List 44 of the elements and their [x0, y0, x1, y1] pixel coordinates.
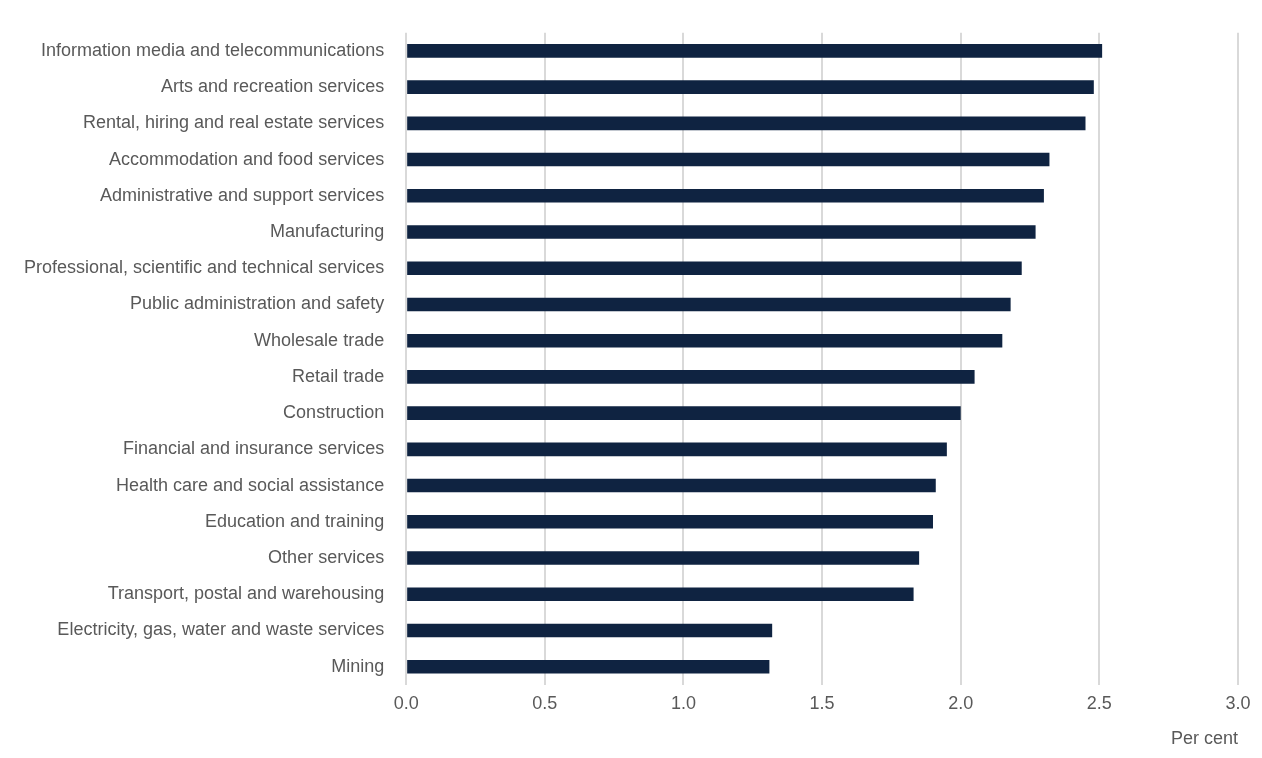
bar: [407, 44, 1103, 58]
y-tick-label: Rental, hiring and real estate services: [83, 112, 385, 133]
bar: [407, 623, 773, 638]
x-tick-label: 1.0: [670, 692, 696, 713]
y-tick-label: Transport, postal and warehousing: [107, 583, 385, 604]
y-tick-label: Other services: [268, 546, 385, 567]
x-tick-label: 0.5: [532, 692, 558, 713]
x-axis-title: Per cent: [1170, 728, 1238, 749]
bar: [407, 225, 1036, 239]
y-tick-label: Wholesale trade: [254, 329, 385, 350]
y-tick-label: Public administration and safety: [130, 293, 385, 314]
bar: [407, 116, 1086, 131]
bar: [407, 333, 1003, 348]
bar: [407, 406, 961, 420]
y-tick-label: Manufacturing: [270, 220, 385, 241]
y-tick-label: Information media and telecommunications: [40, 39, 385, 60]
x-tick-label: 3.0: [1225, 692, 1251, 713]
bar: [407, 189, 1044, 203]
y-tick-label: Arts and recreation services: [161, 76, 385, 97]
x-tick-label: 1.5: [809, 692, 835, 713]
bar: [407, 152, 1050, 167]
y-tick-label: Professional, scientific and technical services: [24, 257, 385, 278]
y-tick-label: Health care and social assistance: [116, 474, 385, 495]
y-tick-label: Accommodation and food services: [109, 148, 385, 169]
y-tick-label: Electricity, gas, water and waste services: [57, 619, 385, 640]
bar: [407, 80, 1094, 94]
bar: [407, 297, 1011, 312]
bar: [407, 442, 947, 457]
y-tick-label: Financial and insurance services: [123, 438, 385, 459]
y-tick-label: Construction: [283, 402, 385, 423]
bar: [407, 587, 914, 602]
bar: [407, 515, 933, 529]
x-tick-label: 0.0: [393, 692, 419, 713]
bar: [407, 370, 975, 384]
y-tick-label: Administrative and support services: [100, 184, 385, 205]
bar: [407, 659, 770, 674]
bar: [407, 261, 1022, 276]
y-tick-label: Retail trade: [292, 365, 385, 386]
y-tick-label: Education and training: [205, 510, 385, 531]
x-tick-label: 2.5: [1086, 692, 1112, 713]
bar: [407, 478, 936, 493]
x-tick-label: 2.0: [948, 692, 974, 713]
bar: [407, 551, 920, 565]
y-tick-label: Mining: [331, 655, 385, 676]
